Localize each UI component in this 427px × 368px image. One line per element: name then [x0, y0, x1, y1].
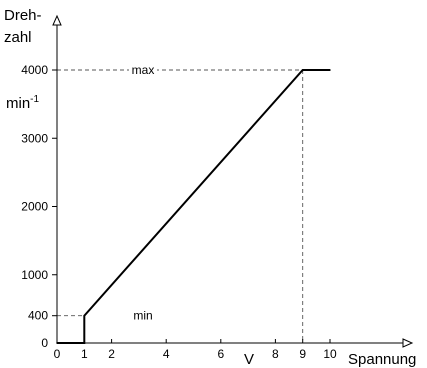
series-point [301, 69, 304, 71]
x-tick-label: 2 [108, 347, 115, 361]
x-axis-arrowhead [402, 338, 414, 348]
y-axis-title-line1: Dreh- [4, 7, 42, 24]
series-line [57, 69, 330, 344]
guide-lines [57, 69, 304, 343]
x-tick-label: 0 [54, 347, 61, 361]
x-axis-title: Spannung [348, 351, 416, 368]
labels-layer: 0 1 2 4 6 8 9 10 0 400 1000 2000 3000 4000 max min [21, 62, 337, 361]
guide-max [57, 69, 304, 343]
x-tick-label: 9 [299, 347, 306, 361]
y-tick-label: 4000 [21, 63, 48, 77]
y-tick-label: 2000 [21, 200, 48, 214]
y-tick-label: 1000 [21, 268, 48, 282]
y-tick-label: 400 [28, 309, 48, 323]
series-point [83, 314, 86, 317]
x-axis-unit: V [244, 351, 254, 368]
axes [52, 14, 414, 348]
x-tick-label: 1 [81, 347, 88, 361]
annotation-max: max [132, 63, 155, 77]
y-axis-arrowhead [52, 14, 62, 26]
y-axis-unit-exponent: -1 [30, 94, 39, 105]
y-axis-unit-base: min [6, 95, 30, 112]
y-tick-label: 0 [41, 336, 48, 350]
y-axis-title-line2: zahl [4, 29, 32, 46]
tick-marks [52, 69, 331, 343]
series-point [329, 69, 331, 71]
x-tick-label: 8 [272, 347, 279, 361]
annotation-min: min [133, 309, 152, 323]
x-tick-label: 10 [323, 347, 337, 361]
annotation-bg-min [129, 307, 157, 322]
x-tick-label: 4 [163, 347, 170, 361]
annotation-bg-max [129, 62, 157, 76]
x-tick-label: 6 [217, 347, 224, 361]
series-layer [56, 69, 331, 344]
y-tick-label: 3000 [21, 131, 48, 145]
y-axis-unit: min-1 [6, 94, 40, 112]
series-point [83, 342, 86, 344]
series-point [56, 342, 58, 344]
